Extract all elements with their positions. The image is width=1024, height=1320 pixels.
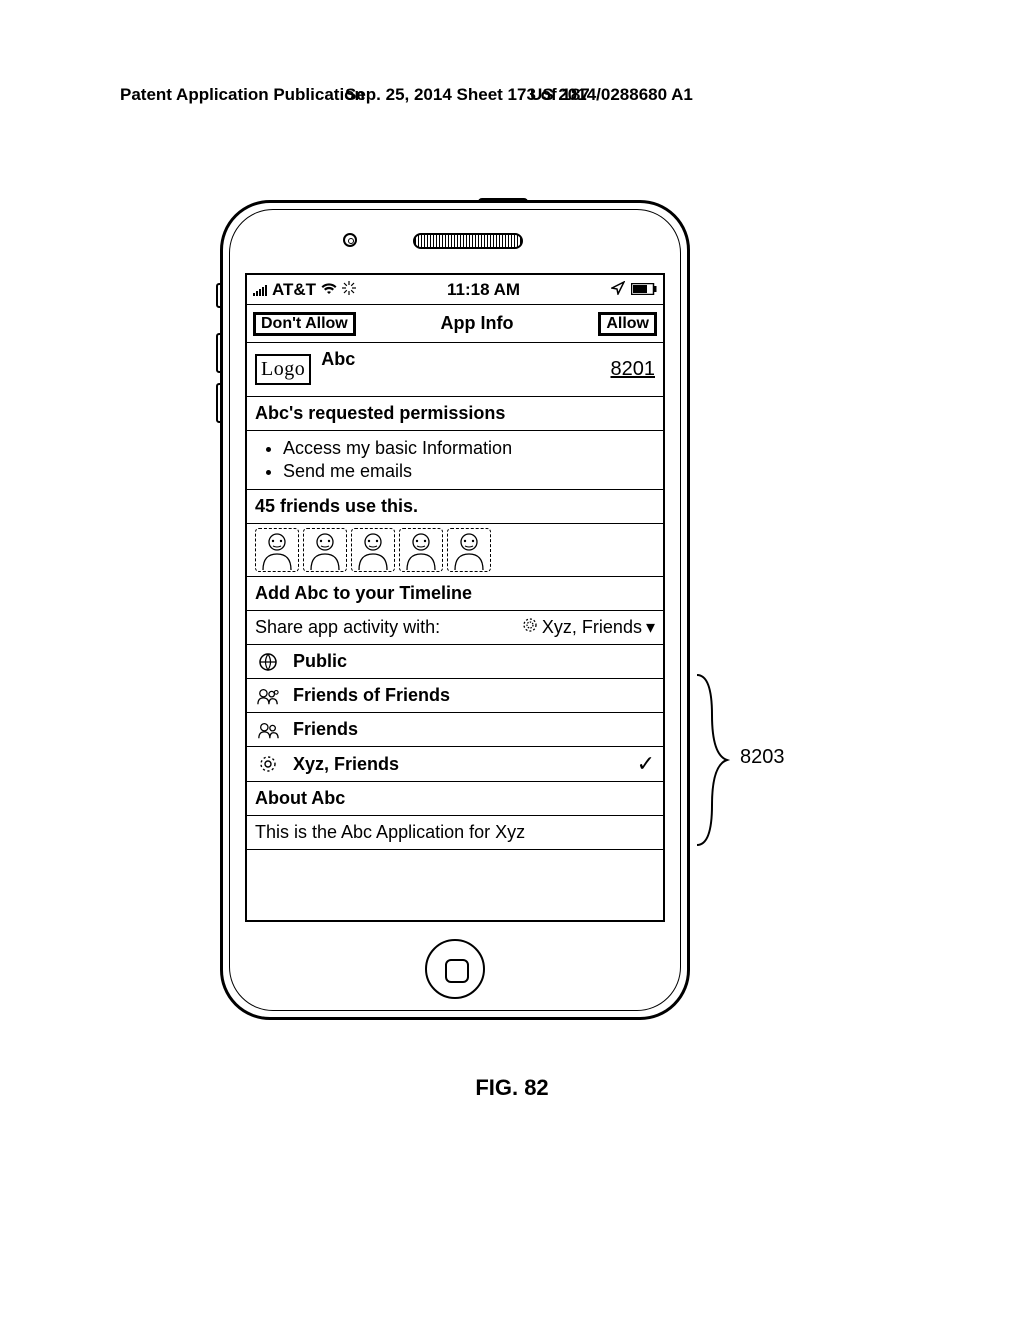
friends-icon [257,721,279,739]
share-row[interactable]: Share app activity with: Xyz, Friends ▾ [247,611,663,645]
globe-icon [257,652,279,672]
timeline-heading: Add Abc to your Timeline [247,577,663,611]
app-logo: Logo [255,354,311,385]
chevron-down-icon: ▾ [646,617,655,638]
friends-of-friends-icon [257,687,279,705]
share-option-label: Public [293,651,347,672]
front-camera [343,233,357,247]
share-current: Xyz, Friends [542,617,642,638]
app-name: Abc [321,349,355,370]
share-option-friends-of-friends[interactable]: Friends of Friends [247,679,663,713]
header-right: US 2014/0288680 A1 [530,85,693,105]
earpiece-speaker [413,233,523,249]
permissions-list: Access my basic InformationSend me email… [247,431,663,490]
permission-item: Access my basic Information [283,437,655,460]
nav-title: App Info [441,313,514,334]
clock: 11:18 AM [356,280,611,300]
phone-device: AT&T 11:18 AM Don't Allow App [220,200,690,1020]
share-option-label: Friends of Friends [293,685,450,706]
app-row: Logo Abc 8201 [247,343,663,397]
permissions-heading: Abc's requested permissions [247,397,663,431]
battery-icon [631,280,657,300]
friend-avatars [247,524,663,577]
top-notch [478,198,528,203]
share-option-label: Xyz, Friends [293,754,399,775]
home-button[interactable] [425,939,485,999]
share-label: Share app activity with: [255,617,440,638]
figure-caption: FIG. 82 [0,1075,1024,1101]
about-text: This is the Abc Application for Xyz [247,816,663,850]
share-option-label: Friends [293,719,358,740]
volume-up [216,333,222,373]
allow-button[interactable]: Allow [598,312,657,336]
about-heading: About Abc [247,782,663,816]
check-icon: ✓ [637,751,655,777]
dont-allow-button[interactable]: Don't Allow [253,312,356,336]
signal-icon [253,284,267,296]
friends-summary: 45 friends use this. [247,490,663,524]
gear-icon [257,755,279,773]
volume-down [216,383,222,423]
share-option-friends[interactable]: Friends [247,713,663,747]
reference-8203: 8203 [740,746,785,769]
friend-avatar [351,528,395,572]
location-icon [611,280,625,300]
mute-switch [216,283,222,308]
friend-avatar [447,528,491,572]
friend-avatar [255,528,299,572]
share-option-xyz-friends[interactable]: Xyz, Friends ✓ [247,747,663,782]
activity-icon [342,280,356,300]
carrier-label: AT&T [272,280,316,300]
share-option-public[interactable]: Public [247,645,663,679]
nav-bar: Don't Allow App Info Allow [247,305,663,343]
empty-row [247,850,663,884]
screen: AT&T 11:18 AM Don't Allow App [245,273,665,922]
friend-avatar [399,528,443,572]
gear-icon [522,617,538,638]
permission-item: Send me emails [283,460,655,483]
reference-8201: 8201 [611,358,656,381]
header-left: Patent Application Publication [120,85,365,105]
friend-avatar [303,528,347,572]
wifi-icon [321,280,337,300]
status-bar: AT&T 11:18 AM [247,275,663,305]
